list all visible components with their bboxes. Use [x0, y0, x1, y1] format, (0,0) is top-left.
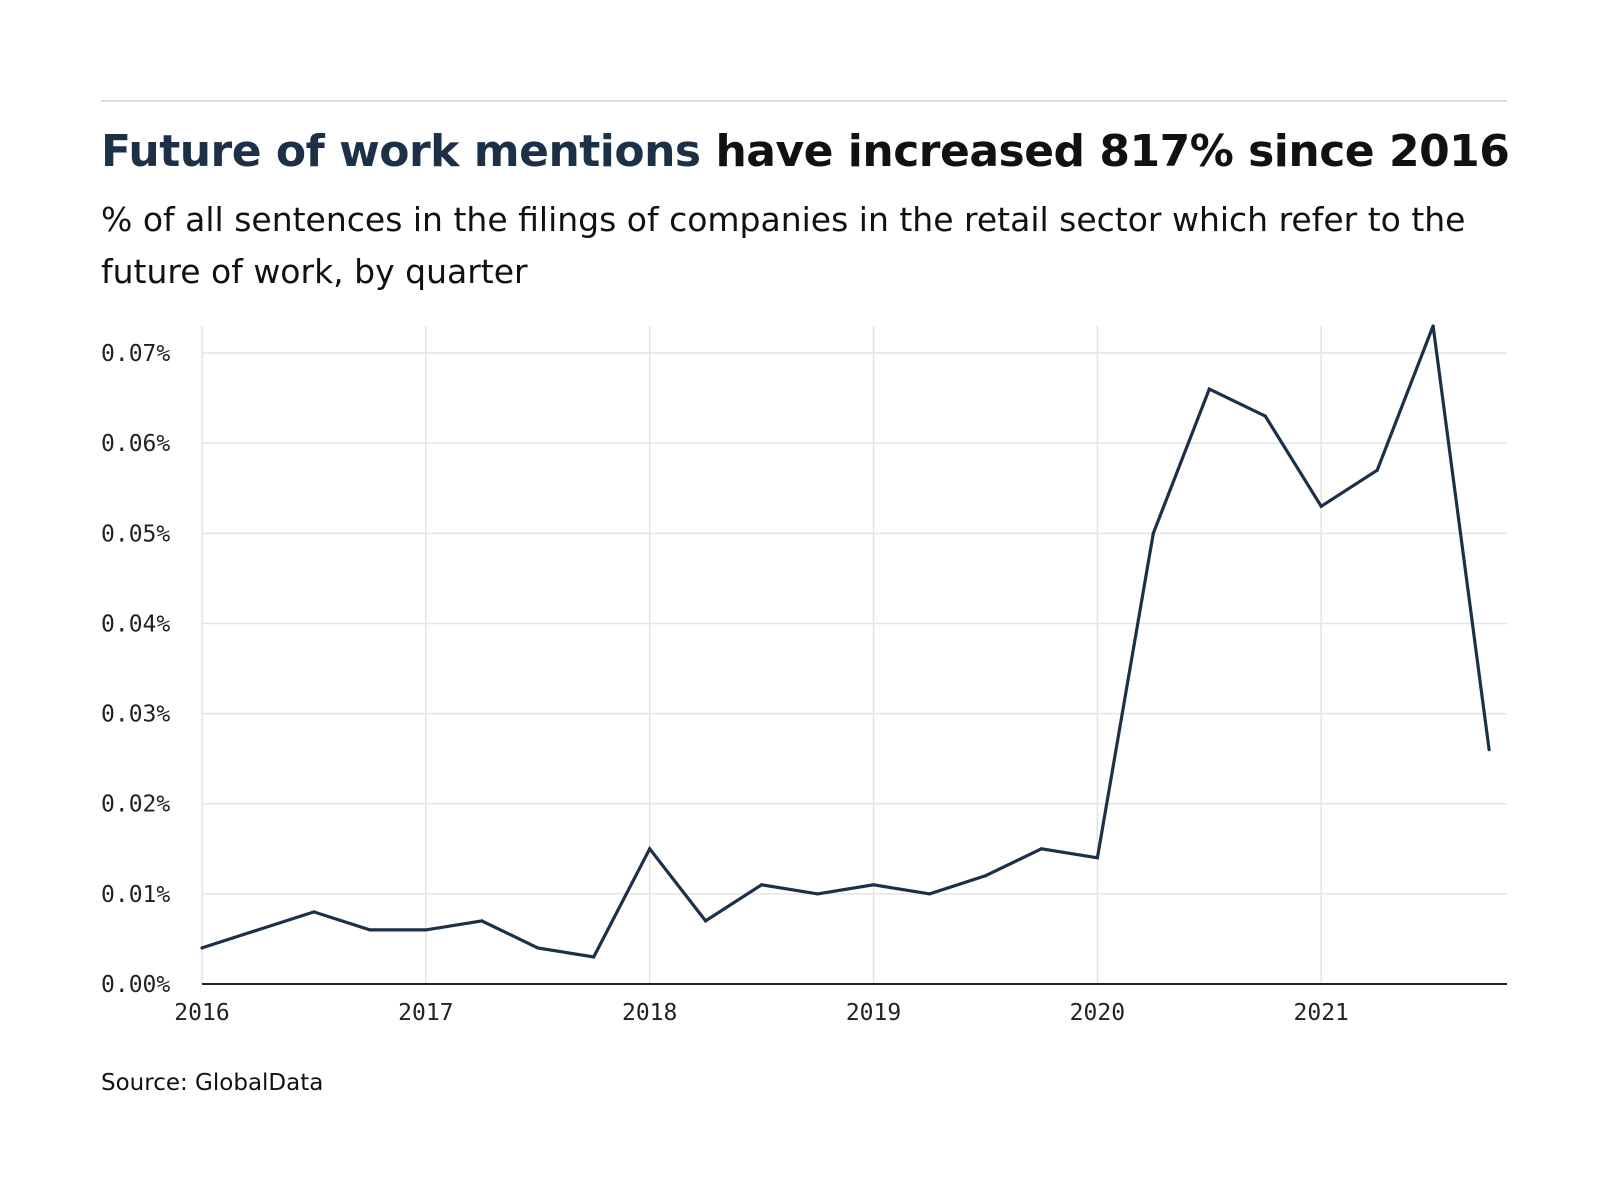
data-point	[1151, 531, 1155, 535]
data-point	[1263, 414, 1267, 418]
data-point	[983, 874, 988, 878]
y-tick-label: 0.02%	[101, 792, 170, 818]
vertical-gridlines	[201, 326, 1322, 984]
data-point	[1319, 504, 1323, 508]
data-point	[648, 847, 652, 851]
y-tick-label: 0.05%	[101, 521, 170, 547]
data-point	[1431, 324, 1435, 328]
data-point	[368, 928, 372, 932]
data-point	[1487, 748, 1491, 752]
x-tick-label: 2021	[1294, 1000, 1349, 1026]
y-tick-label: 0.06%	[101, 431, 170, 457]
horizontal-gridlines	[202, 352, 1507, 895]
series-line-0	[201, 325, 1491, 959]
data-point	[1095, 856, 1099, 860]
chart-title-accent: Future of work mentions	[101, 126, 701, 177]
y-tick-label: 0.04%	[101, 611, 170, 637]
y-tick-label: 0.03%	[101, 702, 170, 728]
y-tick-labels: 0.00% 0.01% 0.02% 0.03% 0.04% 0.05% 0.06% 0.07%	[101, 341, 170, 998]
chart-title-rest: have increased 817% since 2016	[700, 126, 1510, 177]
data-point	[1207, 387, 1211, 391]
chart-subtitle: % of all sentences in the filings of com…	[101, 200, 1466, 291]
x-tick-label: 2018	[622, 1000, 677, 1026]
y-tick-label: 0.01%	[101, 882, 170, 908]
series-layer	[200, 324, 1491, 959]
x-tick-label: 2017	[398, 1000, 453, 1026]
y-tick-label: 0.07%	[101, 341, 170, 367]
data-point	[424, 928, 428, 932]
data-point	[760, 883, 764, 887]
x-tick-label: 2016	[174, 1000, 229, 1026]
data-point	[704, 919, 708, 923]
x-tick-labels: 2016 2017 2018 2019 2020 2021	[174, 1000, 1349, 1026]
data-point	[1375, 468, 1379, 472]
data-point	[480, 919, 484, 923]
data-point	[815, 892, 820, 896]
data-point	[536, 946, 540, 950]
source-note: Source: GlobalData	[101, 1070, 324, 1096]
data-point	[871, 883, 876, 887]
data-point	[200, 946, 204, 950]
data-point	[256, 928, 260, 932]
data-point	[927, 892, 932, 896]
x-tick-label: 2020	[1070, 1000, 1125, 1026]
data-point	[1039, 847, 1044, 851]
y-tick-label: 0.00%	[101, 972, 170, 998]
top-divider	[101, 100, 1507, 102]
x-tick-label: 2019	[846, 1000, 901, 1026]
data-point	[312, 910, 316, 914]
data-point	[592, 955, 596, 959]
chart-title: Future of work mentions have increased 8…	[101, 124, 1551, 180]
